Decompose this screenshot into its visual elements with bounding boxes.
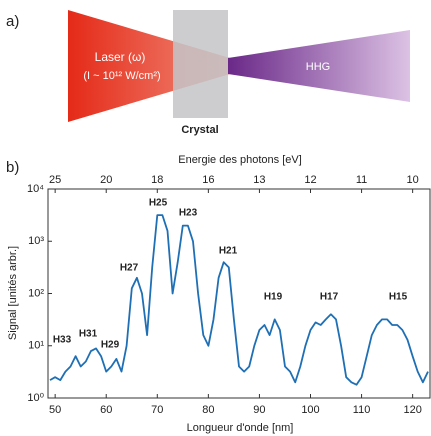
x-tick-label: 90 bbox=[253, 404, 265, 416]
panel-label: b) bbox=[6, 159, 19, 176]
x2-tick-label: 13 bbox=[253, 174, 265, 186]
harmonic-label: H31 bbox=[79, 329, 98, 340]
x-tick-label: 120 bbox=[403, 404, 421, 416]
x-tick-label: 100 bbox=[301, 404, 319, 416]
y-tick-label: 10² bbox=[28, 287, 44, 299]
harmonic-label: H27 bbox=[120, 263, 139, 274]
y-tick-label: 10³ bbox=[28, 235, 44, 247]
y-axis-title: Signal [unités arbr.] bbox=[7, 246, 19, 340]
y-tick-label: 10¹ bbox=[28, 340, 44, 352]
x-tick-label: 50 bbox=[49, 404, 61, 416]
harmonic-label: H17 bbox=[320, 292, 339, 303]
harmonic-label: H23 bbox=[179, 208, 198, 219]
hhg-label: HHG bbox=[306, 61, 330, 73]
x-tick-label: 70 bbox=[151, 404, 163, 416]
y-tick-label: 10⁰ bbox=[27, 392, 44, 404]
harmonic-label: H15 bbox=[389, 292, 408, 303]
x2-axis-title: Energie des photons [eV] bbox=[178, 154, 302, 166]
x-tick-label: 110 bbox=[353, 404, 371, 416]
laser-beam bbox=[68, 10, 230, 122]
x2-tick-label: 25 bbox=[49, 174, 61, 186]
harmonic-label: H19 bbox=[264, 292, 283, 303]
harmonic-label: H25 bbox=[149, 198, 168, 209]
x-tick-label: 60 bbox=[100, 404, 112, 416]
x2-tick-label: 18 bbox=[151, 174, 163, 186]
x-axis-title: Longueur d'onde [nm] bbox=[187, 422, 294, 434]
laser-label: Laser (ω) bbox=[95, 50, 146, 64]
y-tick-label: 10⁴ bbox=[27, 183, 44, 195]
x2-tick-label: 20 bbox=[100, 174, 112, 186]
x-tick-label: 80 bbox=[202, 404, 214, 416]
intensity-label: (I ~ 10¹² W/cm²) bbox=[83, 70, 160, 82]
crystal bbox=[173, 10, 228, 118]
harmonic-label: H33 bbox=[53, 335, 72, 346]
harmonic-label: H21 bbox=[219, 246, 238, 257]
x2-tick-label: 10 bbox=[407, 174, 419, 186]
x2-tick-label: 12 bbox=[304, 174, 316, 186]
crystal-label: Crystal bbox=[181, 124, 218, 136]
panel-label: a) bbox=[6, 13, 19, 30]
x2-tick-label: 11 bbox=[356, 174, 367, 186]
signal-line bbox=[49, 214, 429, 386]
harmonic-label: H29 bbox=[101, 340, 120, 351]
x2-tick-label: 16 bbox=[202, 174, 214, 186]
hhg-beam bbox=[228, 30, 410, 102]
